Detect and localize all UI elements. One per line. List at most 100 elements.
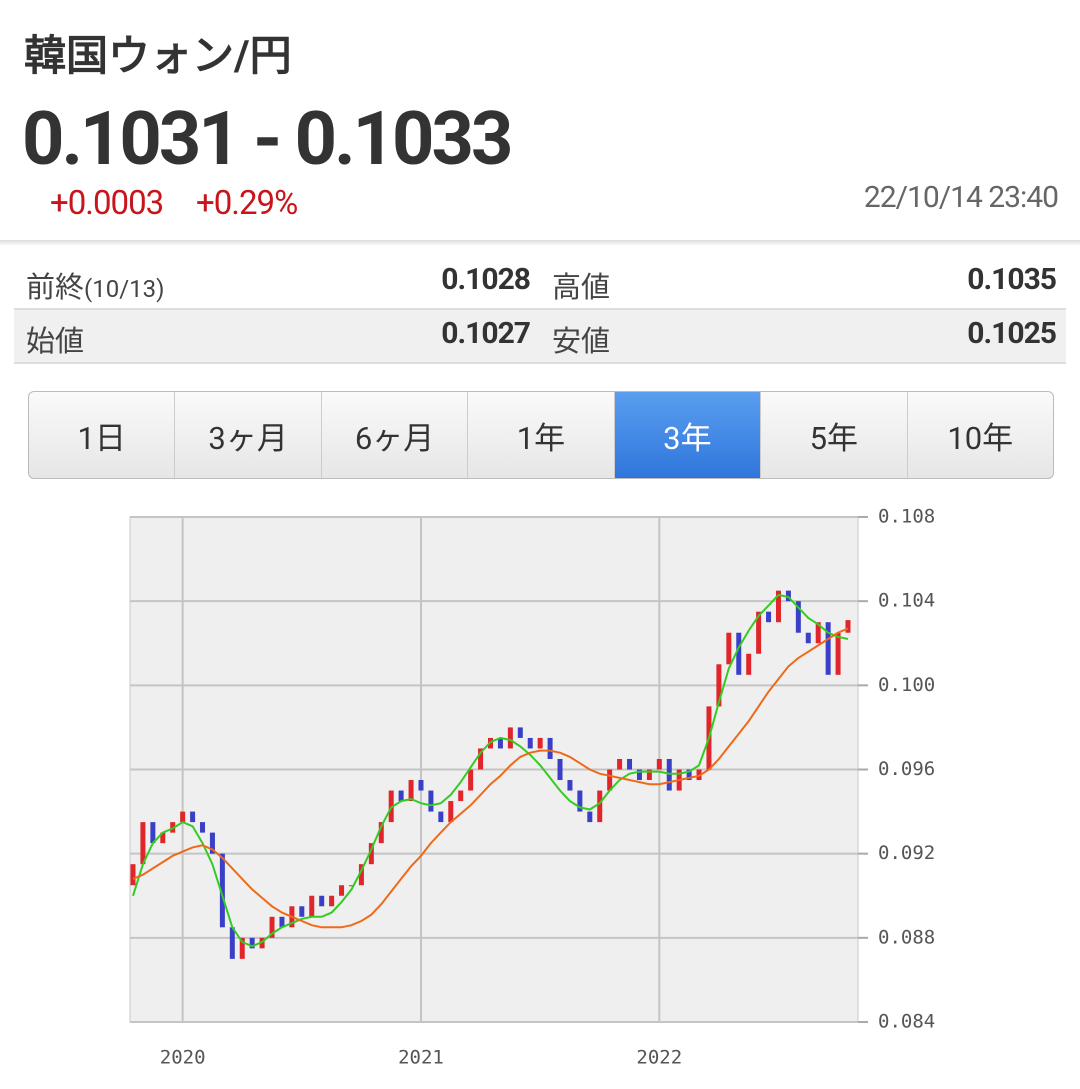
candle	[686, 769, 692, 781]
candle	[279, 916, 285, 928]
stat-value: 0.1035	[967, 262, 1057, 297]
candle	[845, 620, 851, 633]
candle	[627, 758, 633, 770]
candle	[418, 780, 424, 791]
candle	[825, 622, 831, 675]
separator	[0, 240, 1080, 246]
candle	[200, 822, 206, 833]
stats-row: 前終(10/13) 0.1028 高値 0.1035	[14, 256, 1066, 310]
timestamp: 22/10/14 23:40	[863, 180, 1059, 215]
candle	[269, 916, 275, 938]
candle	[398, 790, 404, 802]
period-tab[interactable]: 1日	[29, 392, 176, 478]
x-tick-label: 2022	[636, 1047, 682, 1069]
candle	[358, 864, 364, 886]
candle	[378, 822, 384, 844]
candle	[527, 737, 533, 749]
period-tab[interactable]: 3ヶ月	[175, 392, 322, 478]
y-tick-label: 0.084	[878, 1011, 935, 1033]
candle	[408, 780, 414, 802]
change-pct: +0.29%	[196, 184, 298, 223]
candle	[795, 601, 801, 633]
candle	[587, 811, 593, 823]
candle	[547, 737, 553, 759]
candle	[259, 937, 265, 949]
y-tick-label: 0.108	[878, 506, 935, 528]
candle	[785, 590, 791, 602]
candle	[666, 758, 672, 791]
candle	[726, 632, 732, 665]
candle	[577, 790, 583, 812]
candle	[458, 790, 464, 802]
period-tab[interactable]: 6ヶ月	[322, 392, 469, 478]
candle	[428, 790, 434, 812]
candle	[309, 895, 315, 917]
stat-note: (10/13)	[84, 275, 165, 303]
candle	[339, 885, 345, 896]
candle	[229, 927, 235, 959]
candle	[239, 937, 245, 959]
candle	[736, 632, 742, 675]
candle	[537, 737, 543, 749]
candle	[567, 780, 573, 791]
candle	[835, 632, 841, 675]
candle	[438, 811, 444, 823]
title: 韓国ウォン/円	[24, 32, 292, 81]
stat-value: 0.1027	[441, 316, 531, 351]
stat-label: 前終	[26, 271, 85, 305]
stat-label: 始値	[26, 325, 85, 359]
candle	[617, 758, 623, 770]
y-tick-label: 0.104	[878, 590, 935, 612]
candle	[517, 727, 523, 738]
candle	[180, 811, 186, 823]
stat-label: 前終(10/13)	[26, 264, 164, 306]
candle	[140, 822, 146, 865]
candle	[319, 895, 325, 907]
candle	[150, 822, 156, 844]
period-tab[interactable]: 1年	[468, 392, 615, 478]
candle	[646, 769, 652, 781]
x-tick-label: 2020	[160, 1047, 206, 1069]
candle	[209, 832, 215, 854]
candle	[775, 590, 781, 623]
period-tab[interactable]: 10年	[947, 419, 1014, 457]
candle	[805, 632, 811, 644]
candle	[766, 611, 772, 623]
candle	[507, 727, 513, 749]
candle	[448, 801, 454, 823]
candle	[815, 622, 821, 644]
price: 0.1031 - 0.1033	[22, 96, 513, 183]
candle	[468, 769, 474, 791]
period-tabs: 1日 3ヶ月 6ヶ月 1年 3年 5年 10年	[28, 391, 1054, 479]
change: +0.0003	[50, 184, 164, 223]
candle	[756, 611, 762, 654]
moving-average-line	[132, 593, 849, 948]
candle	[746, 653, 752, 675]
y-tick-label: 0.088	[878, 926, 935, 948]
stat-label: 安値	[552, 325, 611, 359]
candle	[597, 790, 603, 823]
candle	[478, 748, 484, 770]
candle	[716, 664, 722, 707]
y-tick-label: 0.092	[878, 842, 935, 864]
y-tick-label: 0.096	[878, 758, 935, 780]
stat-value: 0.1028	[441, 262, 531, 297]
candle	[557, 758, 563, 781]
stat-value: 0.1025	[967, 316, 1057, 351]
candle	[190, 811, 196, 823]
candle	[636, 769, 642, 781]
candle	[160, 832, 166, 844]
candle	[656, 758, 662, 770]
period-tab[interactable]: 3年	[614, 392, 762, 478]
candle	[219, 853, 225, 928]
candle	[249, 937, 255, 949]
x-tick-label: 2021	[398, 1047, 444, 1069]
period-tab[interactable]: 5年	[761, 392, 908, 478]
candle	[329, 895, 335, 907]
candle	[368, 843, 374, 865]
stat-label: 高値	[552, 271, 611, 305]
candle	[299, 906, 305, 917]
candle	[348, 885, 354, 887]
chart: 0.084 0.088 0.092 0.096 0.100 0.104 0.108 2020 2…	[129, 506, 935, 1069]
